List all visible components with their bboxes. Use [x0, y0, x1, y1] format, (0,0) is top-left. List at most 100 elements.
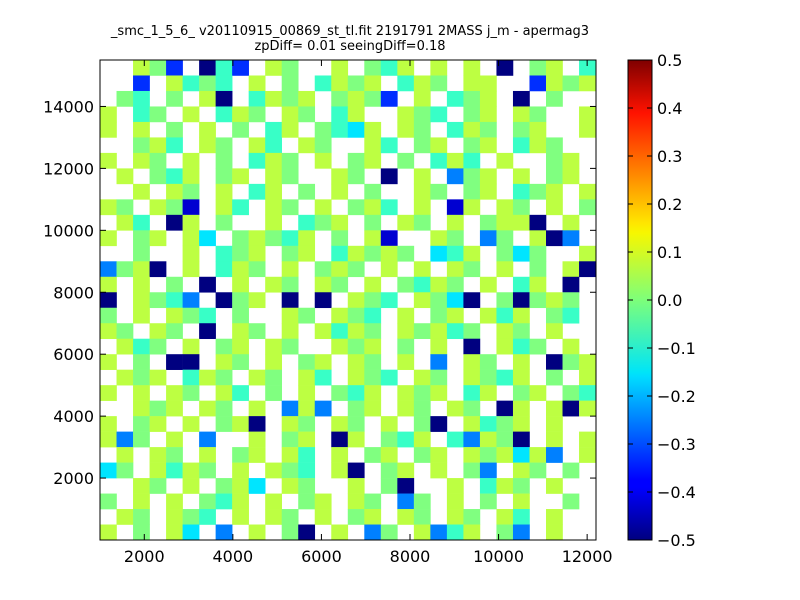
- heatmap-cell: [479, 478, 497, 494]
- heatmap-cell: [364, 245, 382, 262]
- heatmap-cell: [215, 416, 233, 432]
- heatmap-cell: [413, 292, 431, 309]
- heatmap-cell: [430, 137, 448, 154]
- heatmap-cell: [347, 462, 365, 479]
- heatmap-cell: [347, 168, 365, 185]
- heatmap-cell: [281, 230, 299, 247]
- heatmap-cell: [496, 447, 514, 463]
- heatmap-cell: [529, 230, 547, 247]
- heatmap-cell: [100, 416, 117, 432]
- heatmap-cell: [166, 75, 183, 92]
- heatmap-cell: [347, 121, 365, 138]
- heatmap-cell: [100, 292, 117, 309]
- heatmap-cell: [298, 106, 316, 123]
- heatmap-cell: [182, 307, 200, 324]
- heatmap-cell: [446, 168, 464, 185]
- heatmap-cell: [232, 509, 249, 525]
- heatmap-cell: [133, 245, 150, 262]
- heatmap-cell: [314, 121, 332, 138]
- heatmap-cell: [397, 323, 415, 340]
- heatmap-cell: [496, 524, 514, 541]
- heatmap-cell: [166, 292, 183, 309]
- heatmap-cell: [199, 230, 216, 247]
- heatmap-cell: [232, 338, 249, 355]
- heatmap-cell: [331, 214, 349, 231]
- heatmap-cell: [133, 276, 150, 293]
- heatmap-cell: [199, 60, 216, 76]
- heatmap-cell: [199, 307, 216, 324]
- colorbar-tick-label: 0.2: [657, 195, 682, 214]
- heatmap-cell: [430, 354, 448, 370]
- heatmap-cell: [265, 121, 283, 138]
- heatmap-cell: [529, 106, 547, 123]
- heatmap-cell: [463, 75, 481, 92]
- chart-subtitle: zpDiff= 0.01 seeingDiff=0.18: [254, 39, 446, 54]
- heatmap-cell: [100, 199, 117, 216]
- heatmap-cell: [166, 307, 183, 324]
- heatmap-cell: [331, 60, 349, 76]
- heatmap-cell: [579, 245, 596, 262]
- heatmap-cell: [579, 60, 596, 76]
- heatmap-cell: [133, 214, 150, 231]
- x-tick-label: 6000: [301, 547, 342, 566]
- heatmap-cell: [232, 199, 249, 216]
- heatmap-cell: [100, 524, 117, 541]
- heatmap-cell: [380, 168, 398, 185]
- heatmap-cell: [347, 354, 365, 370]
- plot-frame: [99, 59, 597, 541]
- heatmap-cell: [100, 230, 117, 247]
- x-tick-label: 10000: [473, 547, 524, 566]
- heatmap-cell: [248, 416, 266, 432]
- heatmap-cell: [397, 245, 415, 262]
- heatmap-cell: [100, 121, 117, 138]
- heatmap-cell: [397, 354, 415, 370]
- heatmap-cell: [347, 369, 365, 386]
- heatmap-cell: [446, 307, 464, 324]
- heatmap-cell: [265, 199, 283, 216]
- heatmap-cell: [413, 75, 431, 92]
- heatmap-cell: [512, 199, 530, 216]
- heatmap-cell: [364, 385, 382, 401]
- heatmap-cell: [199, 431, 216, 448]
- heatmap-cell: [347, 338, 365, 355]
- heatmap-cell: [446, 292, 464, 309]
- heatmap-cell: [562, 338, 580, 355]
- heatmap-cell: [397, 478, 415, 494]
- heatmap-cell: [133, 137, 150, 154]
- heatmap-cell: [397, 338, 415, 355]
- x-tick-label: 12000: [562, 547, 613, 566]
- heatmap-cell: [248, 369, 266, 386]
- heatmap-cell: [166, 137, 183, 154]
- heatmap-cell: [512, 369, 530, 386]
- heatmap-cell: [281, 75, 299, 92]
- heatmap-cell: [562, 276, 580, 293]
- heatmap-cell: [397, 385, 415, 401]
- heatmap-cell: [100, 354, 117, 370]
- heatmap-cell: [397, 106, 415, 123]
- heatmap-cell: [232, 462, 249, 479]
- heatmap-cell: [512, 493, 530, 510]
- heatmap-cell: [446, 121, 464, 138]
- heatmap-cell: [166, 60, 183, 76]
- heatmap-cell: [166, 214, 183, 231]
- heatmap-cell: [298, 447, 316, 463]
- heatmap-cell: [496, 292, 514, 309]
- heatmap-cell: [265, 183, 283, 200]
- y-tick-label: 4000: [53, 407, 94, 426]
- heatmap-cell: [529, 462, 547, 479]
- heatmap-cell: [546, 524, 563, 541]
- heatmap-cell: [529, 214, 547, 231]
- heatmap-cell: [232, 230, 249, 247]
- heatmap-cell: [446, 230, 464, 247]
- heatmap-cell: [347, 493, 365, 510]
- heatmap-cell: [281, 168, 299, 185]
- heatmap-cell: [331, 338, 349, 355]
- heatmap-cell: [380, 416, 398, 432]
- heatmap-cell: [265, 152, 283, 169]
- heatmap-cell: [265, 168, 283, 185]
- heatmap-cell: [215, 90, 233, 107]
- heatmap-cell: [446, 90, 464, 107]
- heatmap-cell: [446, 245, 464, 262]
- heatmap-cell: [265, 493, 283, 510]
- heatmap-cell: [413, 447, 431, 463]
